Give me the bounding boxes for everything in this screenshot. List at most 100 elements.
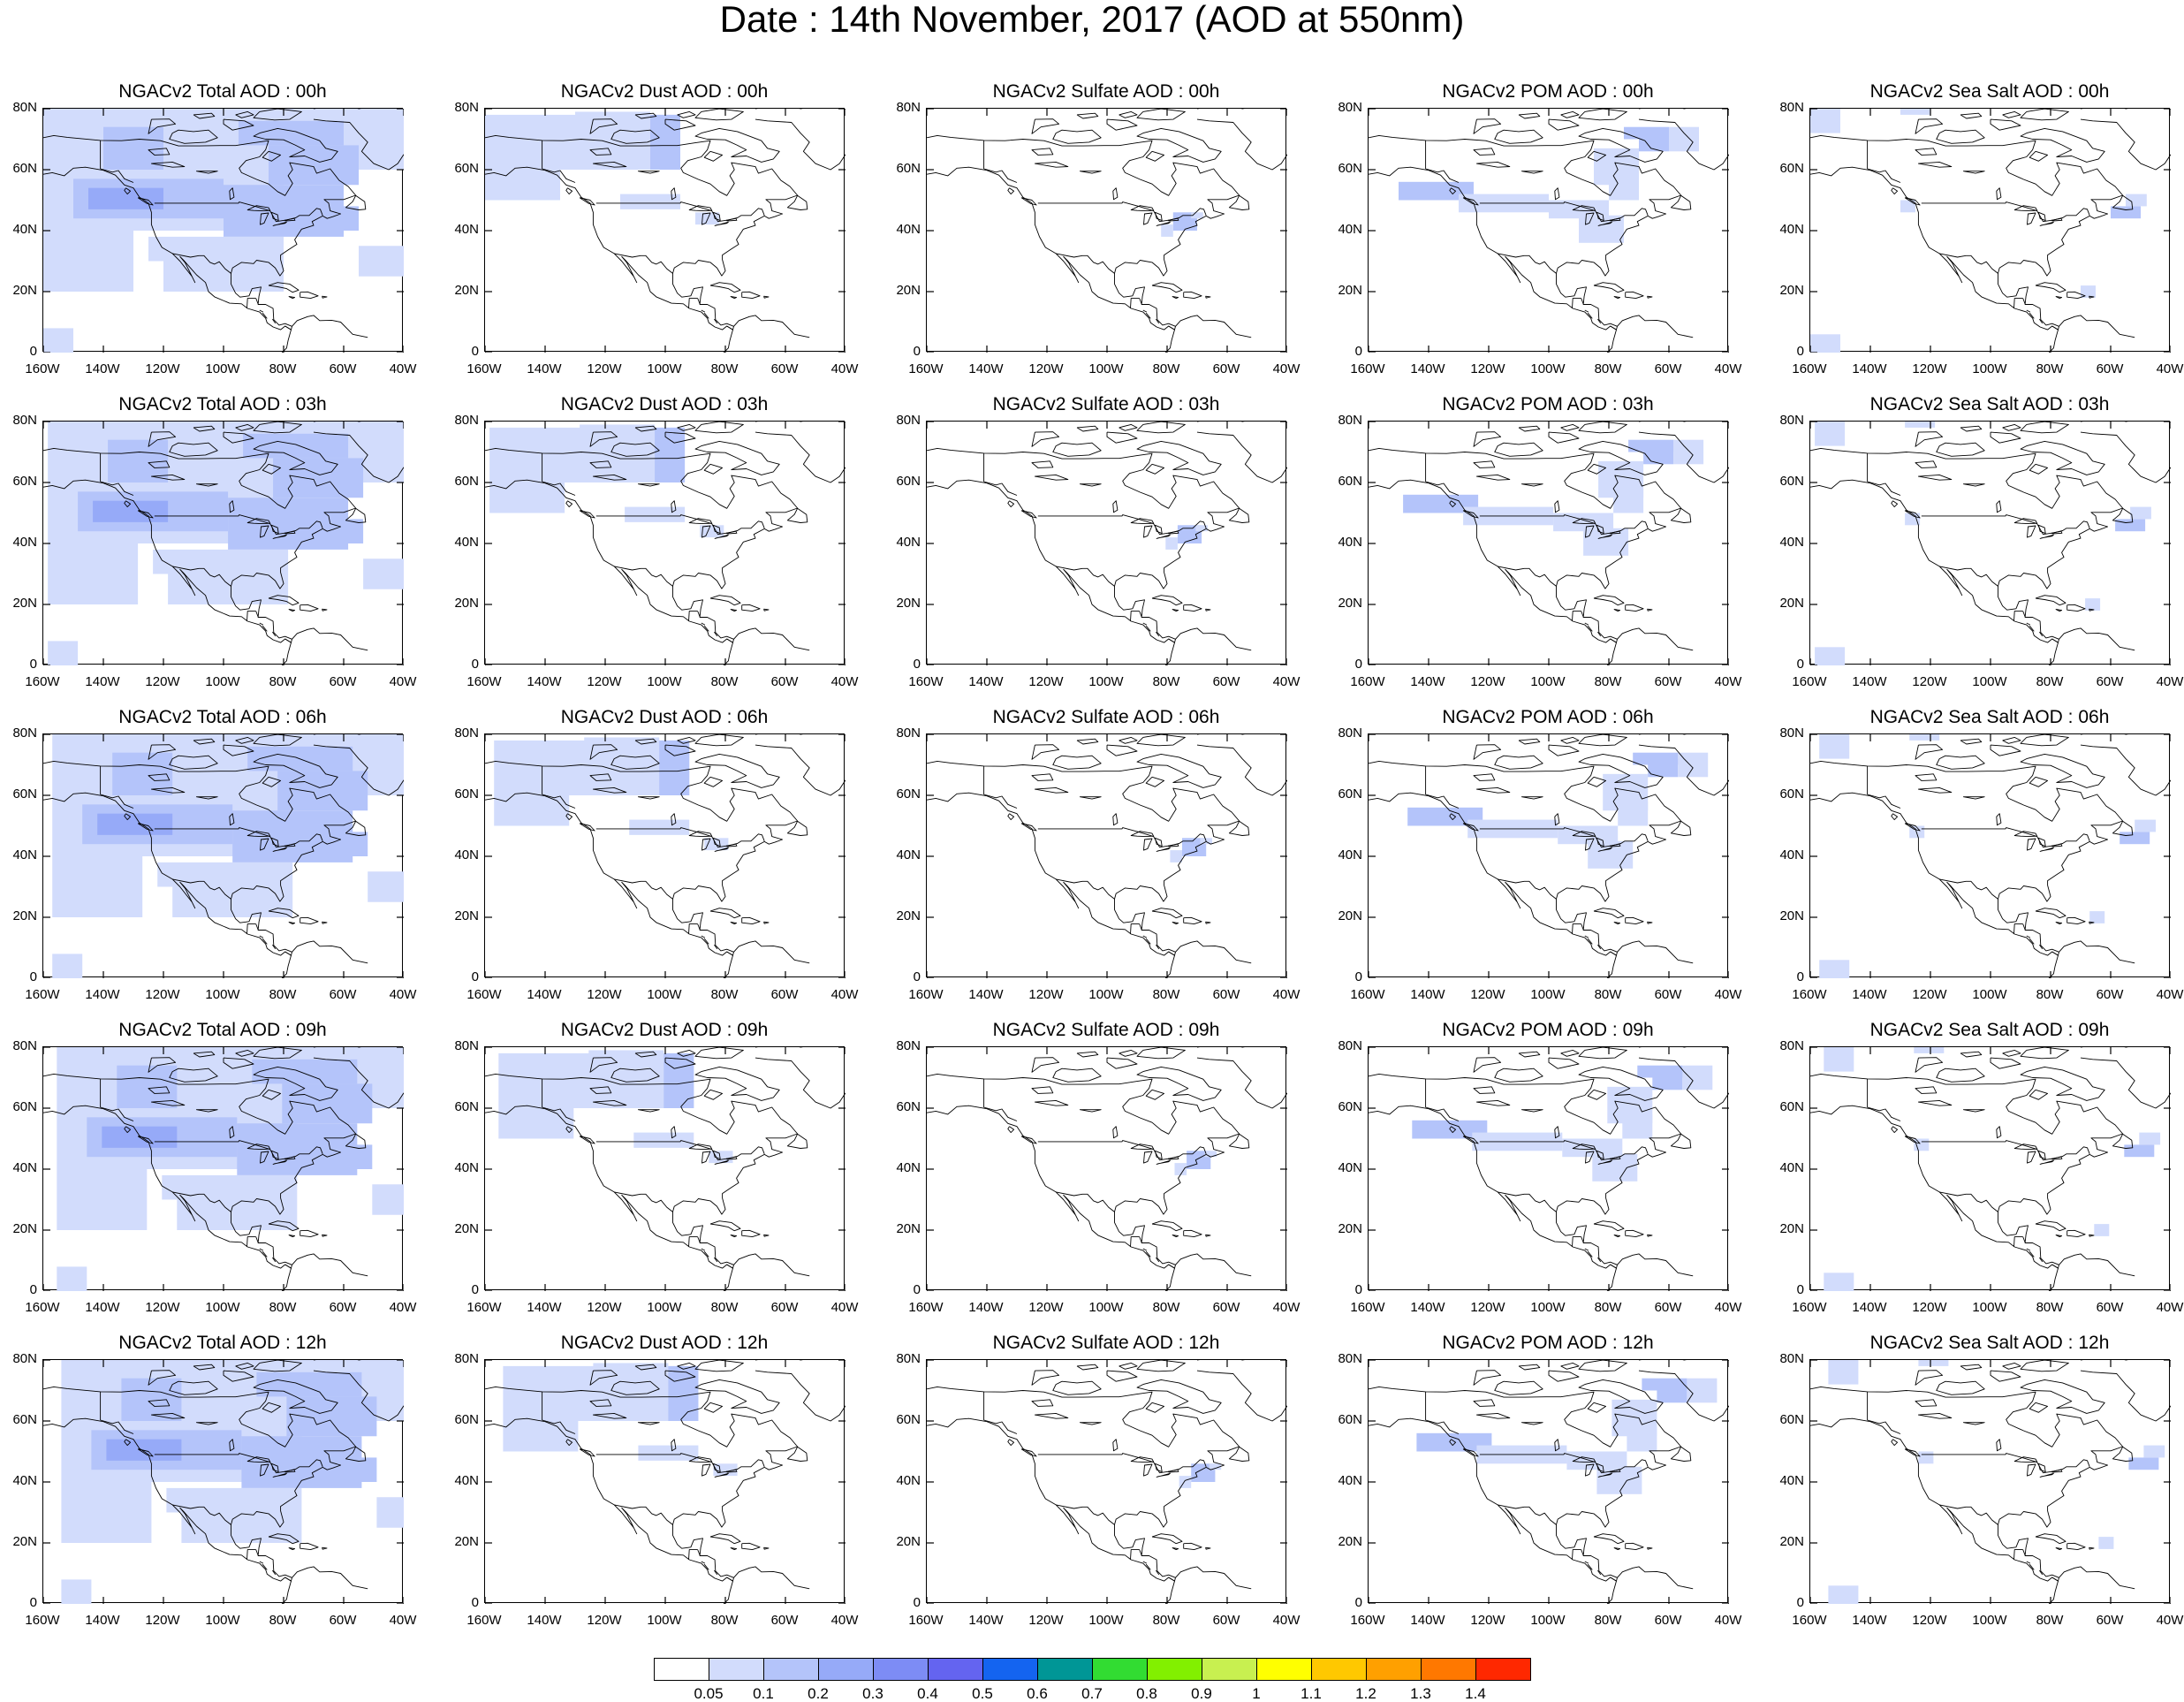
- lat-label: 80N: [12, 100, 37, 115]
- island-outline: [2066, 1542, 2086, 1551]
- border-line: [246, 298, 256, 309]
- island-outline: [1145, 150, 1165, 162]
- lake-outline: [2027, 212, 2036, 225]
- lon-label: 60W: [1654, 1613, 1682, 1628]
- aod-map: [43, 1047, 404, 1291]
- border-line: [1587, 938, 1593, 945]
- panel-title: NGACv2 Sea Salt AOD : 12h: [1869, 1333, 2110, 1353]
- island-outline: [2055, 609, 2063, 612]
- island-outline: [2002, 110, 2021, 118]
- lake-outline: [1915, 773, 1938, 781]
- lon-label: 40W: [1714, 1300, 1742, 1315]
- lon-label: 80W: [1594, 361, 1622, 376]
- island-outline: [1904, 823, 1921, 832]
- panel-title: NGACv2 POM AOD : 09h: [1442, 1020, 1654, 1040]
- island-outline: [694, 1066, 780, 1101]
- island-outline: [2066, 1229, 2086, 1238]
- lon-label: 100W: [647, 1613, 682, 1628]
- panel-title: NGACv2 Total AOD : 09h: [118, 1020, 327, 1040]
- island-outline: [193, 425, 216, 432]
- lake-outline: [671, 500, 677, 513]
- coastline: [281, 638, 292, 665]
- border-line: [1142, 1561, 1148, 1564]
- aod-region: [252, 1059, 358, 1084]
- island-outline: [694, 1360, 744, 1372]
- island-outline: [253, 1360, 302, 1372]
- border-line: [983, 794, 1018, 809]
- panel-title: NGACv2 Dust AOD : 09h: [560, 1020, 769, 1040]
- aod-region: [1592, 1153, 1638, 1182]
- colorbar-swatch: [1147, 1658, 1202, 1681]
- island-outline: [1548, 1057, 1580, 1069]
- panel-title: NGACv2 Sulfate AOD : 06h: [992, 707, 1220, 727]
- island-outline: [2035, 1533, 2066, 1545]
- lake-outline: [1996, 1126, 2002, 1139]
- island-outline: [694, 127, 780, 163]
- island-outline: [2029, 1089, 2049, 1100]
- lat-label: 60N: [454, 1412, 479, 1427]
- island-outline: [1647, 608, 1653, 612]
- aod-map: [1810, 734, 2171, 978]
- island-outline: [610, 1068, 660, 1083]
- lon-label: 120W: [145, 987, 180, 1002]
- lon-label: 140W: [527, 674, 562, 689]
- map-frame: [484, 733, 846, 978]
- aod-map: [485, 1360, 846, 1604]
- colorbar-swatch: [928, 1658, 983, 1681]
- aod-map: [485, 734, 846, 978]
- island-outline: [1494, 129, 1543, 144]
- lake-outline: [148, 773, 171, 781]
- lat-label: 20N: [1338, 283, 1362, 298]
- lake-outline: [195, 1109, 218, 1113]
- lat-label: 40N: [1779, 535, 1804, 550]
- lake-outline: [1156, 1159, 1171, 1165]
- aod-region: [1900, 109, 1930, 115]
- border-line: [614, 1504, 674, 1525]
- map-frame: [1368, 1359, 1729, 1604]
- island-outline: [262, 1402, 282, 1413]
- island-outline: [579, 1136, 595, 1144]
- border-line: [1587, 625, 1593, 632]
- lake-outline: [1915, 148, 1938, 156]
- border-line: [2029, 625, 2035, 632]
- island-outline: [1473, 431, 1502, 447]
- border-line: [1056, 878, 1116, 900]
- island-outline: [1904, 197, 1921, 206]
- island-outline: [2020, 1066, 2105, 1101]
- island-outline: [1613, 1235, 1621, 1238]
- colorbar-label: 1: [1252, 1685, 1261, 1702]
- island-outline: [169, 1068, 218, 1083]
- aod-region: [273, 458, 364, 498]
- island-outline: [677, 1362, 696, 1370]
- lat-label: 60N: [896, 1412, 921, 1427]
- lake-outline: [1154, 1150, 1163, 1160]
- lon-label: 160W: [908, 1613, 944, 1628]
- lon-label: 80W: [1152, 674, 1180, 689]
- island-outline: [1670, 194, 1692, 210]
- lon-label: 160W: [1792, 674, 1827, 689]
- border-line: [1479, 201, 1649, 223]
- island-outline: [664, 1057, 696, 1069]
- lake-outline: [272, 221, 287, 226]
- lat-label: 80N: [1338, 413, 1362, 428]
- lake-outline: [1156, 221, 1171, 226]
- border-line: [1581, 298, 1584, 304]
- lon-label: 40W: [1714, 361, 1742, 376]
- lat-label: 60N: [1779, 786, 1804, 802]
- lake-outline: [1154, 837, 1163, 847]
- island-outline: [2020, 753, 2105, 788]
- panel-title: NGACv2 Sea Salt AOD : 00h: [1869, 81, 2110, 102]
- aod-region: [655, 427, 686, 482]
- map-frame: [926, 108, 1287, 353]
- border-line: [703, 1563, 709, 1570]
- aod-map: [485, 109, 846, 353]
- lake-outline: [1154, 524, 1163, 535]
- aod-region: [2081, 285, 2096, 298]
- island-outline: [2066, 291, 2086, 300]
- aod-region: [1909, 734, 1940, 741]
- map-frame: [42, 108, 404, 353]
- lon-label: 120W: [1912, 987, 1947, 1002]
- island-outline: [235, 423, 254, 431]
- lon-label: 160W: [1350, 1613, 1385, 1628]
